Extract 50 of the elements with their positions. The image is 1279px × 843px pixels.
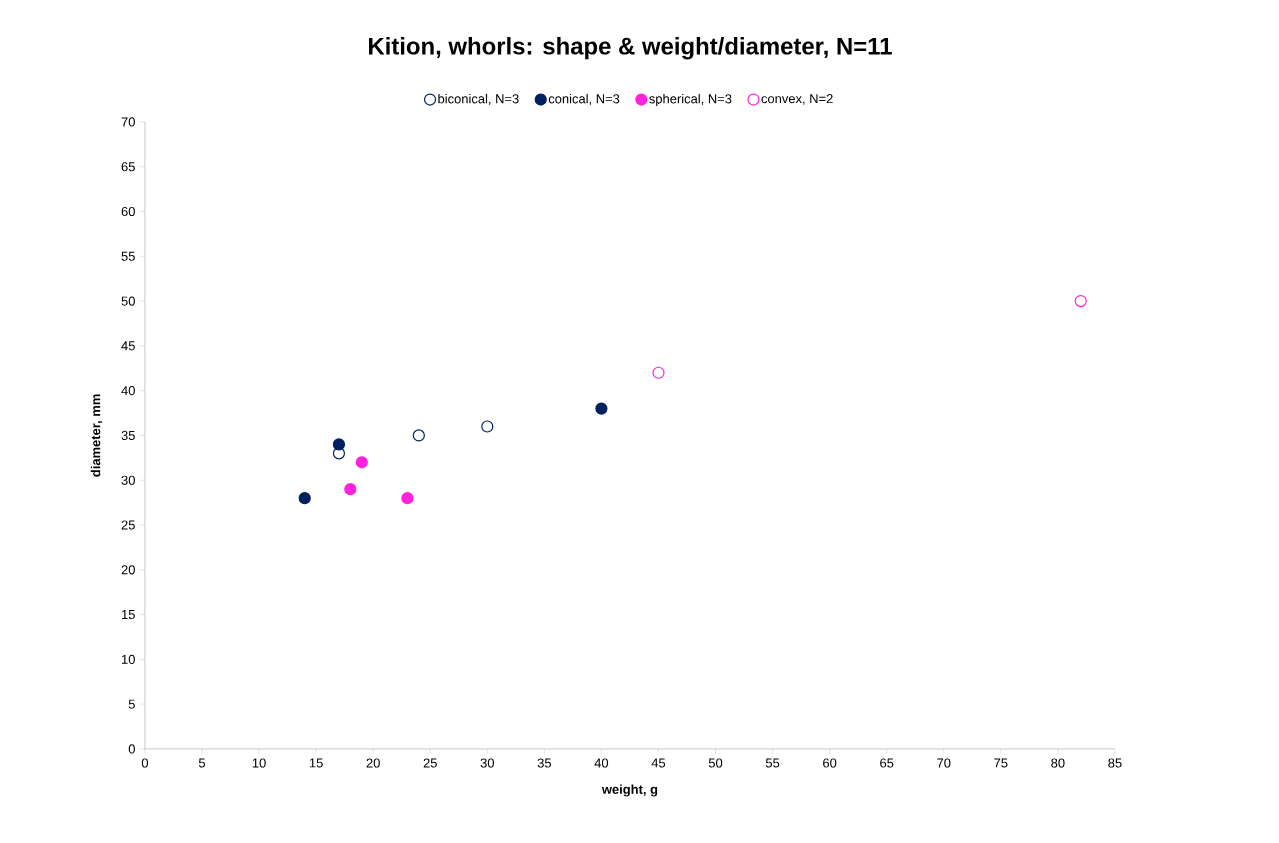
point [355,456,368,469]
x-tick-label: 75 [994,758,1008,768]
x-tick-label: 80 [1051,758,1065,768]
x-tick-label: 15 [309,758,323,768]
x-tick-label: 30 [480,758,494,768]
x-tick-label: 85 [1108,758,1122,768]
y-tick-label: 70 [121,117,135,127]
point [1074,294,1087,308]
point [332,438,346,451]
legend-label: convex, N=2 [761,94,833,105]
x-tick-label: 60 [823,758,837,768]
x-tick-label: 70 [937,758,951,768]
x-tick-label: 50 [708,758,723,768]
y-tick-label: 50 [121,296,135,306]
y-tick-label: 15 [122,610,135,620]
point [344,483,357,496]
y-tick-label: 40 [121,386,135,396]
point [652,366,665,379]
y-tick-label: 65 [121,162,135,172]
point [481,420,494,433]
point [595,402,608,415]
point [412,429,425,442]
y-tick-label: 60 [121,206,135,217]
x-tick-label: 40 [594,758,609,768]
legend-label: biconical, N=3 [438,93,519,105]
x-tick-label: 55 [765,758,780,768]
x-tick-label: 35 [537,758,551,768]
x-tick-label: 20 [366,758,380,768]
x-axis-title: weight, g [601,784,658,797]
legend-label: spherical, N=3 [649,93,732,106]
point [298,492,311,505]
x-tick-label: 5 [198,758,206,768]
legend-label: conical, N=3 [548,93,620,105]
y-tick-label: 30 [121,475,135,485]
x-tick-label: 25 [423,758,437,768]
y-tick-label: 0 [128,744,135,754]
x-tick-label: 10 [252,758,266,768]
x-tick-label: 65 [880,758,894,768]
y-tick-label: 20 [121,565,135,575]
y-tick-label: 25 [121,520,135,530]
y-axis-title: diameter, mm [90,394,103,477]
chart-title: Kition, whorls: shape & weight/diameter, N=11 [369,37,892,60]
y-tick-label: 5 [128,699,135,709]
y-tick-label: 55 [121,251,135,261]
y-tick-label: 45 [121,341,135,351]
x-tick-label: 0 [141,758,149,768]
y-tick-label: 10 [122,654,135,664]
x-tick-label: 45 [651,758,666,768]
point [401,492,414,505]
y-tick-label: 35 [121,430,135,441]
